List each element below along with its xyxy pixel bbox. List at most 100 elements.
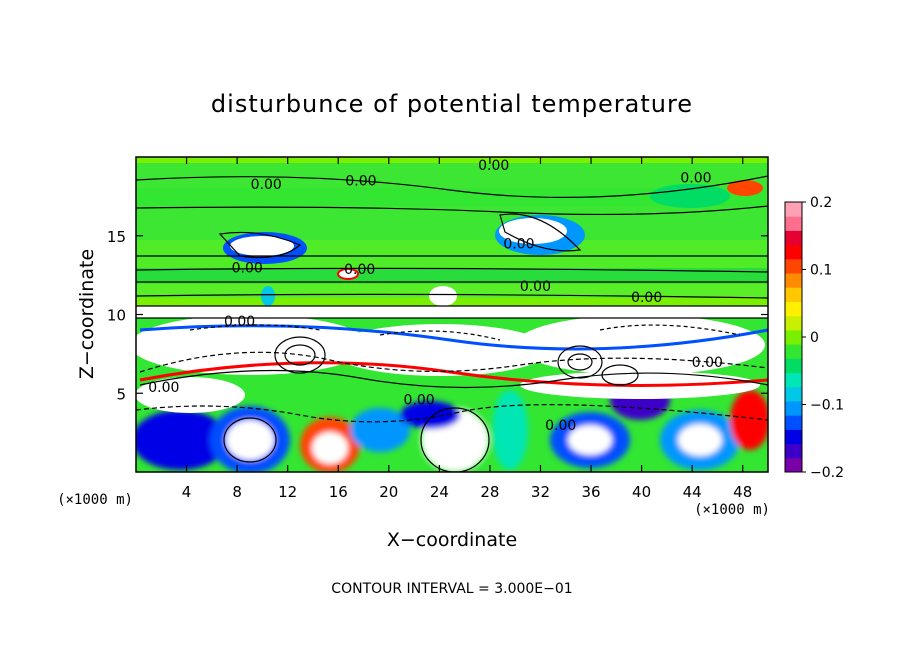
x-tick-label: 24	[430, 483, 449, 501]
y-tick-label: 10	[107, 307, 126, 325]
colorbar-swatch	[785, 244, 802, 260]
colorbar-tick-label: 0.1	[810, 263, 832, 279]
colorbar-swatch	[785, 216, 802, 231]
contour-label: 0.00	[344, 262, 375, 278]
contour-line	[379, 330, 501, 341]
x-tick-label: 36	[581, 483, 600, 501]
contour-lines	[136, 175, 768, 472]
field-top-band	[136, 157, 768, 163]
anomaly-blob	[230, 236, 294, 256]
contour-label: 0.00	[692, 355, 723, 371]
y-tick-label: 15	[107, 228, 126, 246]
anomaly-blob	[136, 315, 370, 375]
contour-label: 0.00	[148, 380, 179, 396]
anomaly-blob	[515, 315, 765, 375]
colorbar-swatch	[785, 315, 802, 331]
contour-line	[499, 213, 582, 252]
x-tick-label: 40	[632, 483, 651, 501]
x-tick-label: 8	[232, 483, 242, 501]
colorbar-swatch	[785, 329, 802, 345]
contour-label: 0.00	[680, 170, 711, 186]
anomaly-blob	[136, 377, 245, 413]
x-axis-ticks: 4 8 12 16 20 24 28 32 36 40 44 48	[182, 157, 752, 501]
chart-title: disturbunce of potential temperature	[211, 90, 693, 118]
contour-line	[599, 324, 741, 336]
contour-line	[189, 324, 321, 331]
contour-label: 0.00	[232, 260, 263, 276]
contour-label: 0.00	[404, 393, 435, 409]
colorbar-tick-label: 0	[810, 330, 819, 346]
contour-line	[567, 353, 593, 371]
x-tick-label: 20	[379, 483, 398, 501]
colorbar-swatch	[785, 400, 802, 416]
contour-line	[136, 404, 768, 423]
contour-label: 0.00	[251, 177, 282, 193]
anomaly-blob	[492, 390, 528, 470]
anomaly-blob	[429, 286, 457, 306]
anomaly-blob	[330, 324, 550, 376]
colorbar-swatch	[785, 301, 802, 317]
x-unit-label: (×1000 m)	[694, 502, 770, 518]
anomaly-blob	[136, 410, 228, 470]
x-tick-label: 12	[278, 483, 297, 501]
contour-label: 0.00	[478, 158, 509, 174]
colorbar-swatch	[785, 202, 802, 217]
x-tick-label: 32	[531, 483, 550, 501]
contour-line	[223, 417, 277, 463]
colorbar-swatch	[785, 372, 802, 388]
contour-label: 0.00	[224, 314, 255, 330]
contour-interval-note: CONTOUR INTERVAL = 3.000E−01	[331, 581, 572, 597]
anomaly-blob	[678, 424, 722, 456]
anomaly-blob	[730, 390, 768, 450]
tropopause-band	[136, 306, 768, 318]
colorbar-swatch	[785, 287, 802, 302]
colorbar-swatch	[785, 415, 802, 430]
colorbar-swatch	[785, 386, 802, 402]
colorbar-swatch	[785, 230, 802, 246]
contour-labels: 0.00 0.00 0.00 0.00 0.00 0.00 0.00 0.00 0.00 0.00…	[148, 158, 723, 434]
colorbar-tick-label: −0.2	[810, 465, 844, 481]
contour-label: 0.00	[345, 174, 376, 190]
contour-label: 0.00	[503, 237, 534, 253]
colorbar-ticks: 0.2 0.1 0 −0.1 −0.2	[802, 195, 844, 481]
colorbar-swatch	[785, 443, 802, 459]
contour-line	[136, 175, 768, 198]
colorbar-tick-label: 0.2	[810, 195, 832, 211]
anomaly-blob	[226, 420, 274, 460]
x-tick-label: 44	[683, 483, 702, 501]
contour-line	[557, 345, 603, 379]
contour-line	[601, 364, 639, 386]
x-tick-label: 28	[480, 483, 499, 501]
colorbar	[784, 201, 803, 473]
contour-line	[136, 293, 768, 299]
anomaly-blob	[650, 184, 730, 208]
contour-line	[218, 231, 302, 259]
colorbar-swatch	[785, 429, 802, 445]
anomaly-blob	[727, 180, 763, 196]
x-tick-label: 16	[329, 483, 348, 501]
y-tick-label: 5	[116, 385, 126, 403]
anomaly-blob	[350, 408, 410, 452]
y-axis-label: Z−coordinate	[76, 249, 98, 379]
lower-anomalies	[136, 380, 768, 472]
anomaly-blob	[312, 432, 348, 464]
contour-label: 0.00	[520, 279, 551, 295]
x-tick-label: 4	[182, 483, 192, 501]
y-axis-ticks: 5 10 15	[107, 228, 768, 403]
contour-line	[136, 267, 768, 273]
contour-line	[139, 351, 768, 373]
contour-line	[139, 369, 768, 389]
colorbar-swatch	[785, 358, 802, 374]
contour-line	[420, 407, 490, 472]
colorbar-swatch	[785, 258, 802, 274]
contour-label: 0.00	[545, 418, 576, 434]
contour-line	[284, 344, 316, 366]
x-tick-label: 48	[733, 483, 752, 501]
anomaly-blob	[568, 425, 612, 455]
anomaly-front	[139, 361, 768, 387]
colorbar-swatch	[785, 273, 802, 288]
anomaly-blob	[400, 401, 460, 429]
anomaly-blob	[261, 286, 275, 306]
field-band-a	[136, 188, 768, 206]
